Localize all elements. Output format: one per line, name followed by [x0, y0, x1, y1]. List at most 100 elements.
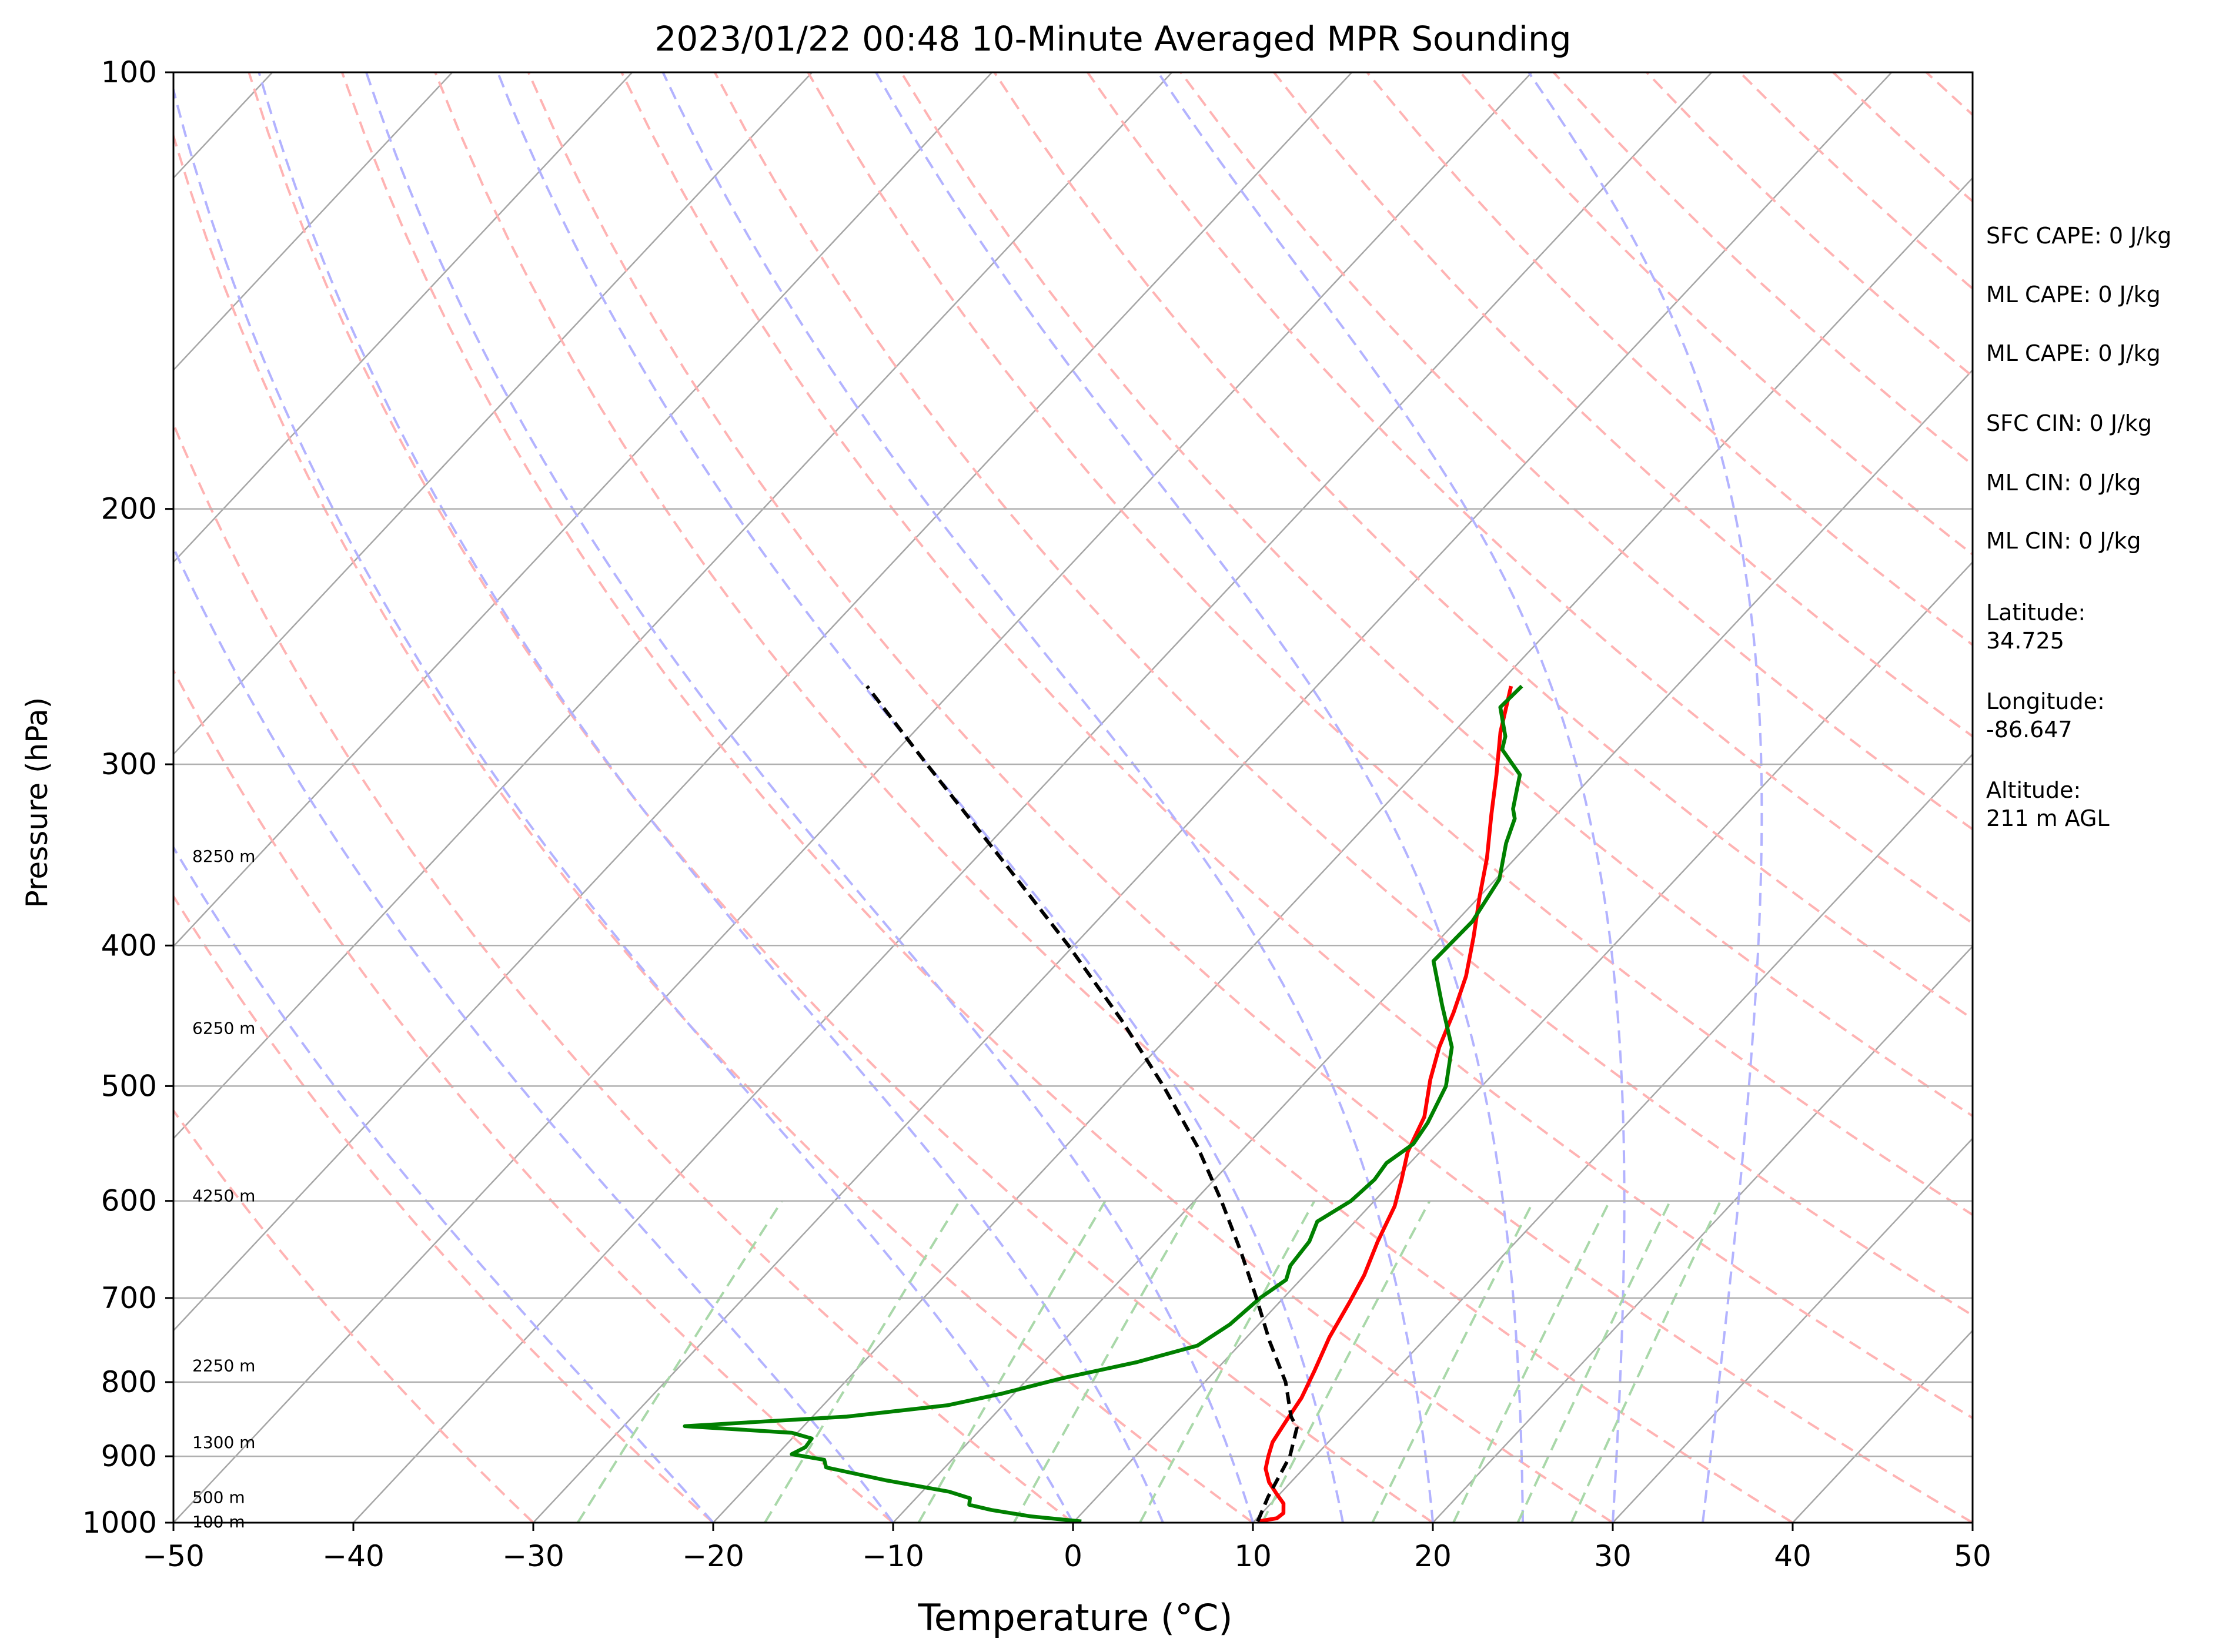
- height-labels: 8250 m 6250 m 4250 m 2250 m 1300 m 500 m 100 m: [192, 847, 255, 1531]
- y-tick-label: 900: [101, 1439, 157, 1473]
- info-line: SFC CIN: 0 J/kg: [1986, 410, 2152, 436]
- isotherm-line: [713, 176, 1973, 1523]
- isotherm-line: [1072, 561, 1973, 1523]
- dry-adiabat-line: [173, 1108, 534, 1523]
- mixing-ratio-line: [1570, 1200, 1722, 1523]
- x-tick-label: 20: [1414, 1539, 1452, 1573]
- y-tick-label: 300: [101, 747, 157, 781]
- moist-adiabat-line: [1157, 72, 1626, 1523]
- chart-title: 2023/01/22 00:48 10-Minute Averaged MPR …: [654, 19, 1571, 59]
- moist-adiabat-line: [173, 845, 714, 1523]
- x-tick-label: 10: [1234, 1539, 1272, 1573]
- y-tick-label: 800: [101, 1365, 157, 1399]
- isotherm-line: [173, 72, 633, 564]
- info-text: 211 m AGL: [1986, 805, 2110, 831]
- dewpoint-profile-line: [683, 684, 1523, 1523]
- dry-adiabat-line: [173, 421, 1074, 1523]
- dry-adiabat-line: [900, 72, 1973, 1118]
- x-tick-label: 40: [1774, 1539, 1811, 1573]
- height-label: 8250 m: [192, 847, 255, 866]
- info-line: ML CAPE: 0 J/kg: [1986, 282, 2161, 307]
- mixing-ratio-line: [576, 1200, 783, 1523]
- moist-adiabat-line: [258, 72, 1164, 1523]
- mixing-ratio-line: [1371, 1200, 1535, 1523]
- y-tick-label: 500: [101, 1069, 157, 1103]
- dry-adiabat-line: [173, 132, 1254, 1523]
- isotherm-line: [173, 72, 1353, 1332]
- info-text: SFC CAPE: 0 J/kg: [1986, 223, 2171, 249]
- height-label: 500 m: [192, 1487, 245, 1507]
- height-label: 4250 m: [192, 1186, 255, 1206]
- mixing-ratio-line: [917, 1200, 1107, 1523]
- info-text: ML CIN: 0 J/kg: [1986, 528, 2141, 554]
- info-line: SFC CAPE: 0 J/kg: [1986, 223, 2171, 249]
- isotherm-line: [353, 72, 1713, 1523]
- moist-adiabat-line: [496, 72, 1344, 1523]
- mixing-ratio-line: [1452, 1200, 1611, 1523]
- info-line: Longitude: -86.647: [1986, 688, 2105, 743]
- mixing-ratio-line: [1516, 1200, 1672, 1523]
- dry-adiabat-line: [173, 894, 714, 1523]
- info-line: Altitude: 211 m AGL: [1986, 777, 2110, 831]
- info-text: Longitude:: [1986, 688, 2105, 714]
- info-text: ML CAPE: 0 J/kg: [1986, 340, 2161, 366]
- height-label: 1300 m: [192, 1433, 255, 1452]
- info-line: ML CAPE: 0 J/kg: [1986, 340, 2161, 366]
- height-label: 6250 m: [192, 1019, 255, 1038]
- moist-adiabat-line: [875, 72, 1524, 1523]
- info-text: ML CIN: 0 J/kg: [1986, 470, 2141, 496]
- profile-lines: [683, 684, 1523, 1523]
- mixing-ratio-line: [1139, 1200, 1316, 1523]
- dry-adiabat-line: [713, 72, 1973, 1317]
- info-text: 34.725: [1986, 628, 2064, 654]
- y-tick-label: 700: [101, 1281, 157, 1315]
- y-tick-label: 200: [101, 492, 157, 526]
- y-axis-ticks: 100 200 300 400 500 600 700 800 900 1000: [82, 55, 173, 1540]
- x-tick-label: 0: [1064, 1539, 1082, 1573]
- mixing-ratio-line: [1261, 1200, 1431, 1523]
- temperature-profile-line: [1257, 685, 1513, 1523]
- dry-adiabat-line: [173, 668, 894, 1523]
- info-line: ML CIN: 0 J/kg: [1986, 528, 2141, 554]
- moist-adiabat-line: [365, 72, 1254, 1523]
- dry-adiabat-line: [1273, 72, 1973, 738]
- isotherm-line: [1252, 753, 1973, 1523]
- sounding-info-panel: SFC CAPE: 0 J/kg ML CAPE: 0 J/kg ML CAPE: …: [1986, 223, 2171, 831]
- y-tick-label: 600: [101, 1184, 157, 1218]
- dry-adiabat-line: [1087, 72, 1973, 925]
- moist-adiabat-line: [173, 85, 1074, 1523]
- isotherm-line: [1432, 945, 1973, 1523]
- isotherm-line: [173, 72, 813, 755]
- x-axis-ticks: −50 −40 −30 −20 −10 0 10 20 30 40 50: [142, 1523, 1991, 1573]
- info-text: Altitude:: [1986, 777, 2081, 803]
- info-line: Latitude: 34.725: [1986, 600, 2085, 654]
- mixing-ratio-line: [1012, 1200, 1196, 1523]
- y-tick-label: 100: [101, 55, 157, 89]
- isotherm-line: [173, 72, 453, 372]
- plot-frame: [172, 71, 1974, 1524]
- isobars: [173, 71, 1973, 1524]
- dry-adiabat-line: [620, 72, 1973, 1420]
- moist-adiabat-line: [1528, 72, 1763, 1523]
- dry-adiabat-line: [248, 72, 1434, 1523]
- height-label: 2250 m: [192, 1356, 255, 1375]
- isotherm-line: [893, 369, 1973, 1523]
- info-text: -86.647: [1986, 717, 2073, 743]
- isotherm-line: [173, 72, 1533, 1523]
- info-text: ML CAPE: 0 J/kg: [1986, 282, 2161, 307]
- x-tick-label: −50: [142, 1539, 205, 1573]
- isotherm-line: [173, 72, 993, 948]
- y-axis-label: Pressure (hPa): [20, 697, 54, 908]
- info-text: SFC CIN: 0 J/kg: [1986, 410, 2152, 436]
- dry-adiabat-line: [434, 72, 1794, 1523]
- x-tick-label: −20: [682, 1539, 744, 1573]
- x-tick-label: −10: [862, 1539, 924, 1573]
- dry-adiabat-line: [340, 72, 1614, 1523]
- x-axis-label: Temperature (°C): [917, 1596, 1232, 1639]
- isotherm-line: [173, 72, 1173, 1140]
- y-tick-label: 1000: [82, 1506, 157, 1540]
- isotherm-line: [533, 72, 1893, 1523]
- x-tick-label: 30: [1594, 1539, 1632, 1573]
- height-label: 100 m: [192, 1512, 245, 1531]
